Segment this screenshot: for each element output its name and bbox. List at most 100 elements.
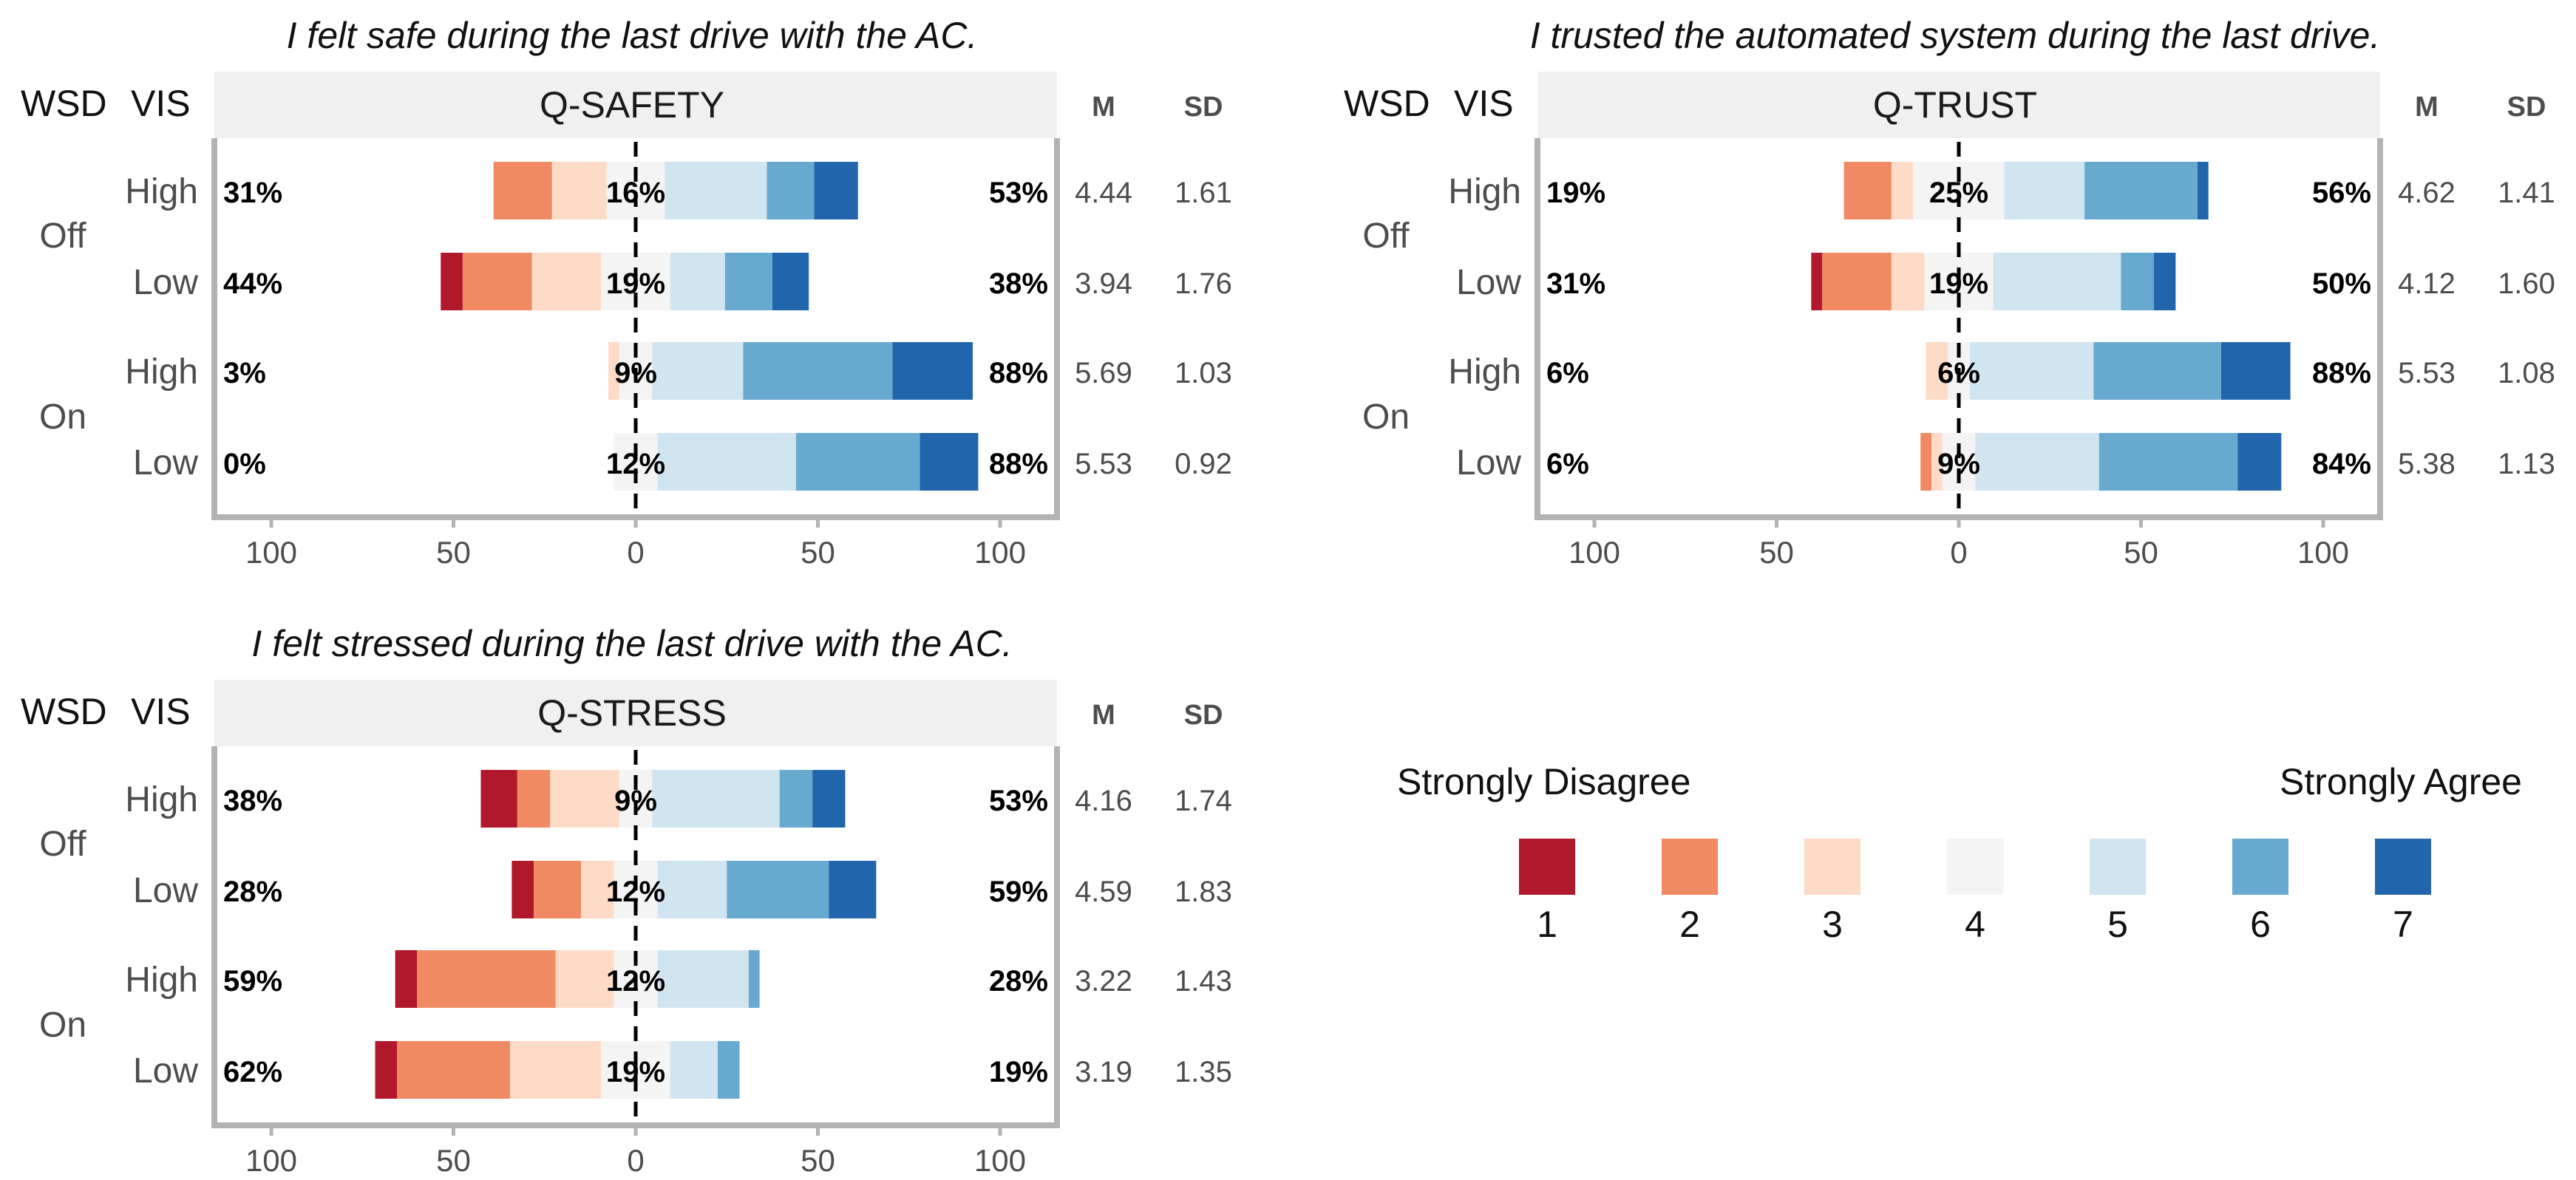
mean-value: 3.22 — [1075, 965, 1132, 997]
sd-value: 1.43 — [1175, 965, 1232, 997]
chart-title: I trusted the automated system during th… — [1530, 15, 2381, 56]
x-tick-label: 50 — [2124, 535, 2158, 570]
facet-strip — [1537, 72, 2380, 138]
sd-value: 1.60 — [2498, 267, 2555, 300]
mean-value: 4.62 — [2398, 177, 2456, 209]
bar-segment-level-7 — [772, 253, 809, 310]
bar-segment-level-6 — [743, 342, 893, 400]
mean-header: M — [1092, 700, 1115, 731]
left-percent: 6% — [1546, 448, 1589, 480]
bar-segment-level-3 — [509, 1041, 602, 1099]
bar-segment-level-3 — [551, 162, 607, 219]
legend-swatch-6 — [2232, 839, 2288, 895]
left-percent: 31% — [1546, 267, 1605, 300]
bar-segment-level-2 — [493, 162, 552, 219]
bar-segment-level-6 — [767, 162, 815, 219]
bar-segment-level-7 — [2197, 162, 2209, 219]
x-tick-label: 100 — [974, 1143, 1026, 1178]
bar-segment-level-7 — [2237, 433, 2282, 491]
vis-header: VIS — [131, 83, 191, 124]
x-tick-label: 50 — [1759, 535, 1794, 570]
group-label: Off — [1362, 216, 1410, 256]
sd-value: 1.35 — [1175, 1056, 1232, 1088]
mean-value: 5.53 — [1075, 448, 1132, 480]
bar-segment-level-1 — [375, 1041, 398, 1099]
bar-segment-level-6 — [2098, 433, 2238, 491]
row-label: Low — [1456, 263, 1521, 302]
bar-segment-level-6 — [748, 950, 760, 1008]
right-percent: 88% — [989, 357, 1048, 389]
row-label: Low — [133, 443, 198, 482]
bar-segment-level-5 — [652, 770, 780, 828]
x-tick-label: 100 — [1569, 535, 1620, 570]
mean-value: 4.16 — [1075, 785, 1132, 817]
bar-segment-level-5 — [657, 861, 727, 918]
wsd-header: WSD — [1344, 83, 1430, 124]
x-tick-label: 50 — [436, 535, 471, 570]
bar-segment-level-5 — [657, 950, 749, 1008]
mean-value: 5.38 — [2398, 448, 2456, 480]
row-label: High — [1448, 172, 1521, 211]
mean-value: 4.12 — [2398, 267, 2456, 300]
left-percent: 0% — [223, 448, 266, 480]
sd-value: 1.74 — [1175, 785, 1232, 817]
bar-segment-level-7 — [892, 342, 973, 400]
mean-value: 3.94 — [1075, 267, 1132, 300]
sd-value: 1.83 — [1175, 876, 1232, 908]
right-percent: 88% — [2312, 357, 2371, 389]
bar-segment-level-1 — [441, 253, 463, 310]
bar-segment-level-5 — [1993, 253, 2121, 310]
legend-level-label: 4 — [1965, 904, 1985, 945]
sd-value: 0.92 — [1175, 448, 1232, 480]
bar-segment-level-2 — [1843, 162, 1892, 219]
legend-swatch-2 — [1662, 839, 1718, 895]
x-tick-label: 0 — [627, 535, 644, 570]
bar-segment-level-1 — [395, 950, 418, 1008]
legend-level-label: 1 — [1537, 904, 1557, 945]
mean-value: 5.69 — [1075, 357, 1132, 389]
bar-segment-level-6 — [724, 253, 772, 310]
left-percent: 28% — [223, 876, 282, 908]
legend-swatch-4 — [1947, 839, 2003, 895]
sd-value: 1.13 — [2498, 448, 2555, 480]
bar-segment-level-3 — [1891, 253, 1925, 310]
x-tick-label: 100 — [974, 535, 1026, 570]
row-label: Low — [133, 263, 198, 302]
bar-segment-level-6 — [795, 433, 920, 491]
facet-strip — [214, 72, 1057, 138]
x-tick-label: 100 — [245, 535, 297, 570]
legend-swatch-5 — [2090, 839, 2146, 895]
bar-segment-level-1 — [480, 770, 517, 828]
bar-segment-level-3 — [531, 253, 602, 310]
group-label: On — [39, 1006, 86, 1045]
sd-value: 1.03 — [1175, 357, 1232, 389]
row-label: Low — [133, 1051, 198, 1091]
bar-segment-level-2 — [397, 1041, 510, 1099]
bar-segment-level-3 — [1926, 342, 1948, 400]
legend-swatch-7 — [2375, 839, 2431, 895]
row-label: High — [1448, 352, 1521, 392]
mean-value: 4.59 — [1075, 876, 1132, 908]
strip-label: Q-TRUST — [1873, 84, 2037, 126]
legend-right-label: Strongly Agree — [2280, 761, 2522, 802]
row-label: High — [125, 780, 198, 819]
bar-segment-level-7 — [920, 433, 979, 491]
bar-segment-level-1 — [512, 861, 534, 918]
x-tick-label: 50 — [801, 535, 835, 570]
legend-swatch-3 — [1804, 839, 1860, 895]
bar-segment-level-2 — [1822, 253, 1892, 310]
group-label: On — [39, 398, 86, 437]
x-tick-label: 50 — [801, 1143, 835, 1178]
row-label: High — [125, 352, 198, 392]
legend-level-label: 2 — [1679, 904, 1700, 945]
legend: Strongly Disagree Strongly Agree 1 2 3 4 5 6 7 — [1397, 761, 2522, 945]
x-tick-label: 50 — [436, 1143, 471, 1178]
bar-segment-level-5 — [670, 1041, 718, 1099]
bar-segment-level-7 — [2153, 253, 2176, 310]
sd-value: 1.76 — [1175, 267, 1232, 300]
sd-value: 1.61 — [1175, 177, 1232, 209]
panel-q-trust: I trusted the automated system during th… — [1344, 15, 2555, 570]
legend-level-label: 7 — [2393, 904, 2413, 945]
bar-segment-level-6 — [717, 1041, 740, 1099]
left-percent: 44% — [223, 267, 282, 300]
